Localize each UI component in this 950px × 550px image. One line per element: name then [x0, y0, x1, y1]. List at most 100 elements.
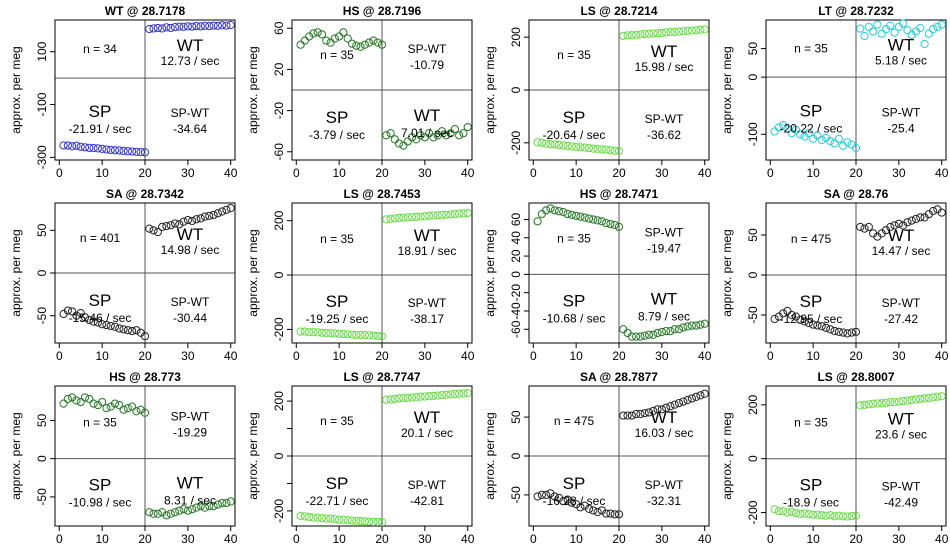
x-tick-label: 0 [767, 532, 774, 546]
y-tick-label: 20 [509, 249, 523, 263]
data-point [437, 390, 447, 400]
spwt-value: -42.49 [884, 495, 918, 509]
data-point [386, 129, 395, 138]
wt-label: WT [414, 226, 440, 245]
data-point [683, 322, 692, 331]
data-point [132, 407, 141, 416]
data-point [907, 216, 916, 225]
x-tick-label: 20 [612, 349, 626, 363]
sp-label: SP [800, 475, 823, 494]
sample-count: n = 35 [320, 414, 354, 428]
data-point [296, 40, 305, 49]
data-point [455, 209, 464, 218]
data-point [115, 324, 124, 333]
data-point [313, 513, 322, 522]
data-point [589, 506, 598, 515]
data-point [360, 331, 369, 340]
sp-rate: -10.98 / sec [69, 495, 132, 509]
x-tick-label: 30 [655, 532, 669, 546]
spwt-label: SP-WT [645, 478, 684, 492]
x-tick-label: 0 [530, 349, 537, 363]
data-point [416, 131, 425, 140]
data-point [110, 322, 120, 331]
sp-label: SP [89, 291, 112, 310]
wt-rate: 18.91 / sec [398, 244, 457, 258]
data-point [106, 145, 115, 155]
data-point [433, 391, 442, 400]
data-point [365, 331, 374, 340]
data-point [619, 31, 628, 40]
y-tick-label: 0 [509, 271, 523, 278]
data-point [390, 214, 399, 223]
y-tick-label: 200 [272, 391, 286, 411]
x-tick-label: 40 [461, 166, 475, 180]
data-point [205, 21, 214, 31]
y-tick-label: -300 [35, 145, 49, 169]
data-point [59, 141, 68, 150]
sp-rate: -3.79 / sec [309, 128, 365, 142]
x-tick-label: 30 [418, 166, 432, 180]
data-point [63, 306, 72, 315]
data-point [627, 30, 636, 40]
sample-count: n = 401 [80, 231, 121, 245]
data-point [533, 217, 542, 226]
data-point [192, 503, 201, 512]
sample-count: n = 475 [554, 414, 595, 428]
data-point [365, 517, 374, 526]
data-point [602, 145, 611, 154]
data-point [791, 125, 801, 134]
data-point [589, 215, 598, 224]
x-tick-label: 10 [332, 349, 346, 363]
data-point [606, 509, 615, 518]
data-point [813, 131, 822, 140]
data-point [330, 329, 339, 338]
data-point [170, 508, 180, 517]
spwt-label: SP-WT [408, 478, 447, 492]
y-tick-label: -50 [35, 488, 49, 506]
data-point [166, 509, 175, 518]
data-point [407, 213, 417, 222]
data-point [188, 216, 197, 226]
data-point [674, 399, 684, 408]
data-point [149, 226, 158, 235]
sp-rate: -21.91 / sec [69, 122, 132, 136]
data-point [602, 509, 611, 518]
x-tick-label: 30 [181, 166, 195, 180]
data-point [339, 515, 348, 524]
y-tick-label: 0 [35, 455, 49, 462]
data-point [166, 23, 175, 33]
chart-svg: LS @ 28.7453 approx. per meg 0 10 20 30 40 -200… [246, 187, 475, 363]
data-point [347, 330, 357, 339]
data-point [85, 315, 94, 325]
y-axis-label: approx. per meg [9, 46, 23, 133]
y-axis-label: approx. per meg [720, 229, 734, 316]
data-point [911, 214, 921, 224]
data-point [200, 21, 210, 30]
data-point [123, 404, 132, 413]
data-point [343, 34, 352, 43]
chart-title: WT @ 28.7178 [105, 4, 186, 18]
data-point [72, 396, 81, 405]
data-point [373, 517, 382, 526]
data-point [559, 141, 568, 150]
data-point [343, 330, 352, 339]
wt-rate: 8.31 / sec [164, 493, 216, 507]
data-point [450, 210, 459, 219]
data-point [537, 138, 546, 147]
chart-svg: HS @ 28.773 approx. per meg 0 10 20 30 40 -50 0 5… [9, 370, 238, 546]
data-point [390, 394, 399, 404]
y-tick-label: 50 [35, 223, 49, 237]
data-point [153, 509, 162, 518]
y-tick-label: 0 [272, 452, 286, 459]
data-point [179, 217, 188, 226]
chart-svg: LS @ 28.8007 approx. per meg 0 10 20 30 40 -200… [720, 370, 949, 546]
data-point [873, 20, 882, 29]
data-point [554, 140, 564, 150]
x-tick-label: 40 [224, 166, 238, 180]
data-point [110, 146, 120, 155]
data-point [929, 393, 938, 402]
x-tick-label: 40 [461, 532, 475, 546]
data-point [796, 130, 805, 139]
data-point [864, 400, 873, 409]
